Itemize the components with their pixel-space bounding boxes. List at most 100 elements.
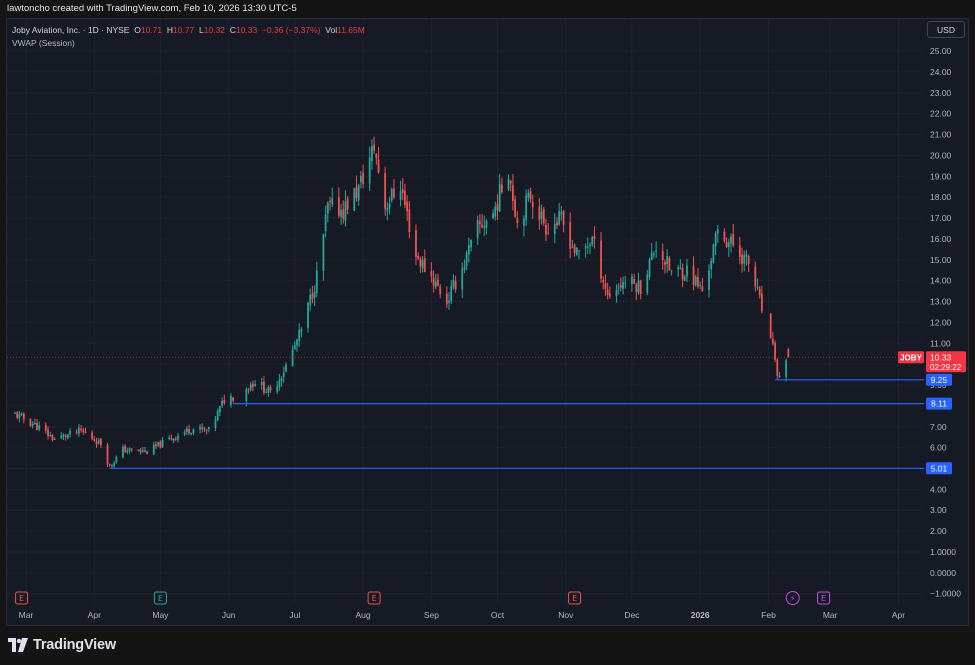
legend-indicator[interactable]: VWAP (Session)	[12, 38, 75, 48]
candle	[100, 438, 102, 448]
candle	[602, 276, 605, 290]
candle-body	[285, 364, 287, 372]
candle	[591, 235, 594, 248]
candle-body	[95, 441, 98, 445]
candle	[670, 269, 673, 276]
candle	[315, 261, 318, 298]
candle-body	[146, 451, 149, 454]
candle	[276, 381, 279, 395]
candle-body	[144, 450, 146, 452]
candle-body	[542, 209, 545, 224]
support-label-bg	[926, 397, 952, 410]
candle	[633, 274, 635, 285]
candle-body	[137, 449, 140, 452]
candle-body	[648, 259, 651, 278]
candle-body	[452, 279, 455, 288]
candle	[745, 249, 748, 266]
candle-body	[514, 199, 517, 217]
candle	[269, 385, 272, 394]
candle	[285, 362, 287, 373]
candle-body	[604, 283, 607, 289]
candle	[448, 292, 450, 310]
candle-body	[758, 289, 761, 296]
legend-ohlc: Joby Aviation, Inc. · 1D · NYSE O10.71 H…	[12, 24, 365, 37]
candle-body	[313, 292, 316, 298]
candle-body	[769, 313, 772, 338]
candle	[77, 423, 80, 437]
candle-body	[639, 280, 642, 295]
event-glyph: E	[372, 594, 377, 603]
top-bar: lawtoncho created with TradingView.com, …	[0, 0, 975, 18]
candle	[152, 441, 155, 456]
candle	[344, 190, 347, 227]
candle-body	[545, 224, 547, 235]
candle-body	[778, 376, 781, 378]
candle	[741, 247, 743, 273]
legend-open: 10.71	[140, 25, 163, 35]
candle-body	[637, 280, 640, 293]
candle-body	[512, 185, 514, 202]
candle	[108, 463, 111, 467]
candle	[31, 421, 34, 429]
candle-body	[404, 190, 406, 205]
event-markers: E E E E ⚡ E	[15, 591, 831, 605]
candle	[185, 426, 188, 436]
candle	[430, 262, 433, 283]
candle-body	[465, 252, 468, 267]
candle	[525, 189, 528, 227]
candle	[393, 179, 395, 200]
candle-body	[373, 144, 376, 151]
candle-body	[584, 246, 587, 248]
candle	[692, 256, 695, 291]
candle	[300, 327, 303, 338]
candle-body	[36, 422, 38, 430]
price-axis: −1.00000.00001.00002.003.004.005.006.007…	[930, 46, 961, 599]
candle	[509, 180, 512, 192]
candle	[346, 196, 349, 215]
candle	[218, 406, 221, 417]
y-tick-label: 24.00	[930, 67, 952, 77]
candle-body	[399, 191, 402, 200]
candle	[463, 259, 466, 274]
candle-body	[331, 198, 334, 205]
candle-body	[454, 281, 457, 290]
candle	[450, 280, 453, 305]
candle	[122, 444, 124, 459]
candle	[168, 435, 171, 441]
candle	[494, 201, 497, 221]
candle-body	[190, 432, 193, 435]
candle	[481, 213, 483, 229]
candle	[542, 207, 545, 226]
event-glyph: E	[572, 594, 577, 603]
candle-body	[531, 201, 534, 208]
brand[interactable]: TradingView	[8, 637, 116, 653]
candle	[390, 187, 393, 203]
candle	[353, 187, 356, 212]
candle	[593, 226, 596, 249]
candle	[82, 427, 85, 435]
legend: Joby Aviation, Inc. · 1D · NYSE O10.71 H…	[12, 24, 365, 50]
candle	[653, 251, 655, 259]
candle	[697, 268, 699, 289]
candle-body	[172, 438, 175, 441]
y-tick-label: 2.00	[930, 526, 947, 536]
earnings-marker: E	[15, 591, 29, 605]
candle	[694, 274, 697, 288]
candle-body	[476, 220, 479, 238]
candle	[298, 323, 301, 348]
candle-body	[492, 213, 494, 219]
candle-body	[432, 277, 435, 286]
candle	[126, 447, 129, 455]
candle	[291, 345, 294, 367]
candle	[615, 284, 618, 303]
currency-button[interactable]: USD	[927, 21, 965, 38]
candle	[785, 358, 788, 382]
candle-body	[747, 255, 750, 264]
candle	[139, 448, 142, 455]
symbol-tag-text: JOBY	[900, 353, 922, 362]
candle-body	[527, 192, 530, 198]
candle	[716, 224, 719, 244]
candle	[51, 434, 54, 442]
candle	[280, 376, 283, 387]
